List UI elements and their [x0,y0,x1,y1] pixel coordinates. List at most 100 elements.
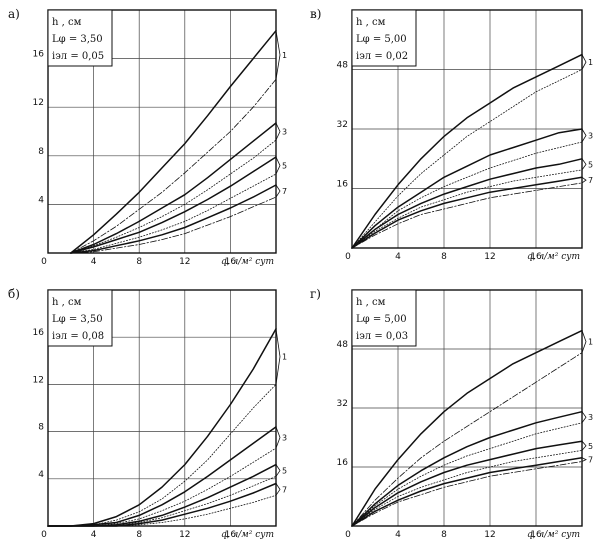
x-tick-label: 0 [345,530,351,540]
x-tick-label: 12 [484,530,495,540]
y-tick-label: 32 [337,399,348,409]
curve-label-5: 5 [588,160,593,169]
series-line [47,494,277,527]
x-tick-label: 4 [395,252,401,262]
series-line [351,169,583,249]
x-tick-label: 12 [179,257,190,267]
series-line-1 [70,29,277,254]
series-line [351,422,583,527]
x-tick-label: 12 [484,252,495,262]
series-line-7 [351,457,583,527]
curve-bracket [275,122,281,141]
curve-bracket [581,158,587,171]
curve-label-5: 5 [282,162,287,171]
curve-bracket [275,30,281,80]
y-tick-label: 16 [33,328,45,338]
series-line-3 [47,426,277,527]
x-tick-label: 16 [225,257,237,267]
curve-label-1: 1 [282,51,287,60]
series-line [70,196,277,254]
info-ylabel: h , см [52,297,82,308]
series-line [47,383,277,527]
x-tick-label: 4 [91,257,97,267]
curve-bracket [275,328,281,385]
curve-bracket [275,426,281,449]
x-tick-label: 8 [441,252,447,262]
y-tick-label: 4 [38,470,44,480]
x-tick-label: 4 [395,530,401,540]
x-tick-label: 0 [345,252,351,262]
y-tick-label: 16 [33,50,45,60]
info-box [47,289,113,347]
x-tick-label: 8 [441,530,447,540]
info-box [351,289,417,347]
info-param1: Lφ = 3,50 [52,314,103,325]
info-param1: Lφ = 5,00 [356,314,407,325]
curve-label-3: 3 [282,128,287,137]
y-tick-label: 16 [337,180,349,190]
curve-bracket [581,411,587,423]
info-param2: iэл = 0,08 [52,331,104,342]
info-param1: Lφ = 5,00 [356,34,407,45]
info-box [351,9,417,67]
series-line [47,447,277,527]
curve-bracket [275,156,281,175]
curve-bracket [275,464,281,477]
curve-label-7: 7 [282,187,287,196]
curve-label-3: 3 [588,132,593,141]
series-line [47,475,277,527]
info-box [47,9,113,67]
x-axis-label: q, л/м² сут [527,252,580,262]
series-line-1 [47,328,277,527]
curve-label-3: 3 [282,434,287,443]
info-ylabel: h , см [52,17,82,28]
series-line-7 [351,176,583,249]
info-ylabel: h , см [356,17,386,28]
series-line-3 [351,410,583,527]
series-line-7 [47,482,277,527]
y-tick-label: 32 [337,120,348,130]
plot-frame [351,289,583,527]
curve-bracket [581,330,587,353]
series-line [351,182,583,249]
series-line-5 [351,158,583,249]
x-tick-label: 16 [530,530,542,540]
plot-frame [47,9,277,254]
y-tick-label: 12 [33,98,44,108]
info-ylabel: h , см [356,297,386,308]
curve-label-5: 5 [588,442,593,451]
x-tick-label: 0 [41,257,47,267]
y-tick-label: 8 [38,423,44,433]
series-line [351,352,583,527]
curve-label-7: 7 [588,176,593,185]
y-tick-label: 48 [337,340,349,350]
curve-bracket [275,184,281,198]
panel-label: б) [8,287,20,301]
series-line [351,141,583,249]
x-tick-label: 16 [225,530,237,540]
series-line [70,173,277,254]
panel-label: г) [310,287,321,301]
series-line-3 [351,128,583,249]
series-line-1 [351,53,583,249]
y-tick-label: 16 [337,458,349,468]
x-tick-label: 16 [530,252,542,262]
y-tick-label: 12 [33,375,44,385]
x-tick-label: 4 [91,530,97,540]
curve-label-7: 7 [282,485,287,494]
curve-label-7: 7 [588,456,593,465]
curve-label-1: 1 [588,338,593,347]
series-line-7 [70,184,277,254]
plot-frame [47,289,277,527]
curve-bracket [581,177,587,184]
x-axis-label: q, л/м² сут [221,257,274,267]
info-param2: iэл = 0,02 [356,51,408,62]
x-tick-label: 12 [179,530,190,540]
curve-bracket [581,457,587,462]
y-tick-label: 48 [337,61,349,71]
curve-label-1: 1 [282,353,287,362]
curve-bracket [275,483,281,496]
